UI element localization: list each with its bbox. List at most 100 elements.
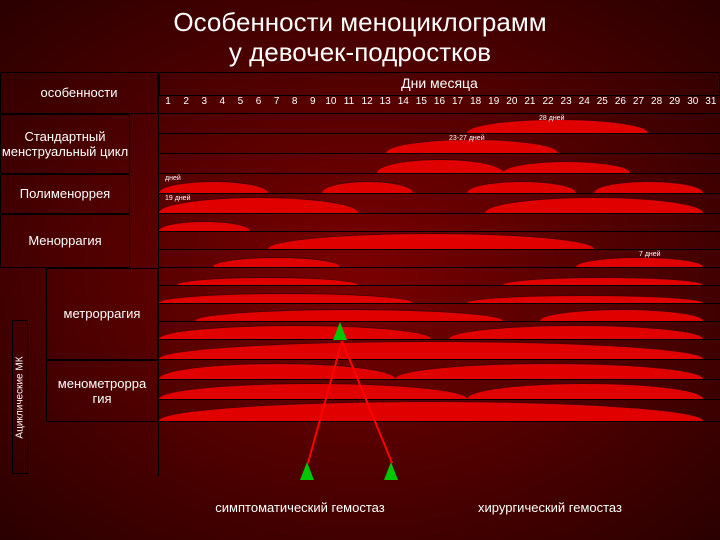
header-left-cell: особенности: [0, 72, 158, 114]
chart-subrow: [159, 154, 720, 174]
cycle-hump: [159, 401, 703, 421]
cycle-hump: [503, 277, 702, 285]
chart-subrow: 7 дней: [159, 250, 720, 268]
day-number: 11: [340, 96, 358, 113]
cycle-hump: [159, 383, 467, 399]
day-number: 19: [485, 96, 503, 113]
chart-section: [159, 360, 720, 422]
chart-subrow: [159, 322, 720, 340]
day-number: 10: [322, 96, 340, 113]
title-line1: Особенности меноциклограмм: [173, 7, 546, 37]
chart-subrow: [159, 214, 720, 232]
days-header: Дни месяца: [159, 72, 720, 96]
day-number: 3: [195, 96, 213, 113]
subrow-annotation: 23-27 дней: [449, 135, 485, 142]
day-number: 28: [648, 96, 666, 113]
chart-subrow: 19 дней: [159, 194, 720, 214]
cycle-hump: [177, 277, 358, 285]
cycle-hump: [503, 161, 630, 173]
vertical-category-label: Ациклические МК: [15, 356, 26, 438]
day-number: 26: [611, 96, 629, 113]
cycle-hump: [377, 159, 504, 173]
cycle-hump: [159, 181, 268, 193]
cycle-hump: [159, 325, 431, 339]
chart-subrow: дней: [159, 174, 720, 194]
cycle-hump: [467, 181, 576, 193]
day-number: 9: [304, 96, 322, 113]
days-numbers-row: 1234567891011121314151617181920212223242…: [159, 96, 720, 114]
cycle-hump: [213, 257, 340, 267]
cycle-hump: [594, 181, 703, 193]
day-number: 23: [557, 96, 575, 113]
cycle-hump: [467, 295, 703, 303]
days-header-label: Дни месяца: [401, 75, 478, 91]
day-number: 14: [394, 96, 412, 113]
triangle-marker: [300, 462, 314, 480]
subrow-annotation: 19 дней: [165, 195, 190, 202]
row-label-cell: метроррагия: [46, 268, 158, 360]
cycle-hump: [540, 309, 703, 321]
day-number: 1: [159, 96, 177, 113]
right-column: Дни месяца 12345678910111213141516171819…: [158, 72, 720, 476]
day-number: 2: [177, 96, 195, 113]
chart-subrow: [159, 286, 720, 304]
slide-title: Особенности меноциклограмм у девочек-под…: [0, 0, 720, 68]
triangle-marker: [333, 322, 347, 340]
day-number: 22: [539, 96, 557, 113]
day-number: 6: [249, 96, 267, 113]
day-number: 16: [430, 96, 448, 113]
title-line2: у девочек-подростков: [229, 37, 491, 67]
day-number: 20: [503, 96, 521, 113]
cycle-hump: [485, 197, 703, 213]
footnote-label: симптоматический гемостаз: [210, 500, 390, 515]
cycle-hump: [159, 341, 703, 359]
vertical-category-box: Ациклические МК: [12, 320, 28, 474]
chart-section: дней 19 дней: [159, 174, 720, 214]
day-number: 21: [521, 96, 539, 113]
day-number: 27: [629, 96, 647, 113]
chart-subrow: [159, 340, 720, 360]
cycle-hump: [159, 221, 250, 231]
footnote-label: хирургический гемостаз: [450, 500, 650, 515]
cycle-hump: [467, 383, 703, 399]
day-number: 24: [575, 96, 593, 113]
cycle-hump: [576, 257, 703, 267]
chart-subrow: [159, 304, 720, 322]
day-number: 5: [231, 96, 249, 113]
day-number: 25: [593, 96, 611, 113]
subrow-annotation: дней: [165, 175, 181, 182]
cycle-hump: [449, 325, 703, 339]
row-label-cell: Меноррагия: [0, 214, 130, 268]
day-number: 18: [467, 96, 485, 113]
chart-area: 28 дней 23-27 дней дней 19 дней 7 дней: [159, 114, 720, 476]
chart-section: [159, 268, 720, 360]
row-label-cell: Стандартный менструальный цикл: [0, 114, 130, 174]
main-table: особенности Стандартный менструальный ци…: [0, 72, 720, 476]
chart-subrow: 28 дней: [159, 114, 720, 134]
chart-section: 28 дней 23-27 дней: [159, 114, 720, 174]
cycle-hump: [159, 293, 413, 303]
subrow-annotation: 28 дней: [539, 115, 564, 122]
day-number: 17: [449, 96, 467, 113]
chart-subrow: [159, 360, 720, 380]
row-label-cell: менометрорра гия: [46, 360, 158, 422]
row-label-cell: Полименоррея: [0, 174, 130, 214]
day-number: 15: [412, 96, 430, 113]
chart-subrow: [159, 232, 720, 250]
day-number: 12: [358, 96, 376, 113]
chart-subrow: [159, 268, 720, 286]
day-number: 4: [213, 96, 231, 113]
triangle-marker: [384, 462, 398, 480]
header-left-label: особенности: [41, 85, 118, 100]
day-number: 31: [702, 96, 720, 113]
cycle-hump: [159, 363, 395, 379]
day-number: 8: [286, 96, 304, 113]
cycle-hump: [268, 233, 594, 249]
subrow-annotation: 7 дней: [639, 251, 661, 258]
chart-subrow: [159, 380, 720, 400]
day-number: 7: [268, 96, 286, 113]
chart-subrow: [159, 400, 720, 422]
day-number: 30: [684, 96, 702, 113]
cycle-hump: [322, 181, 413, 193]
day-number: 13: [376, 96, 394, 113]
